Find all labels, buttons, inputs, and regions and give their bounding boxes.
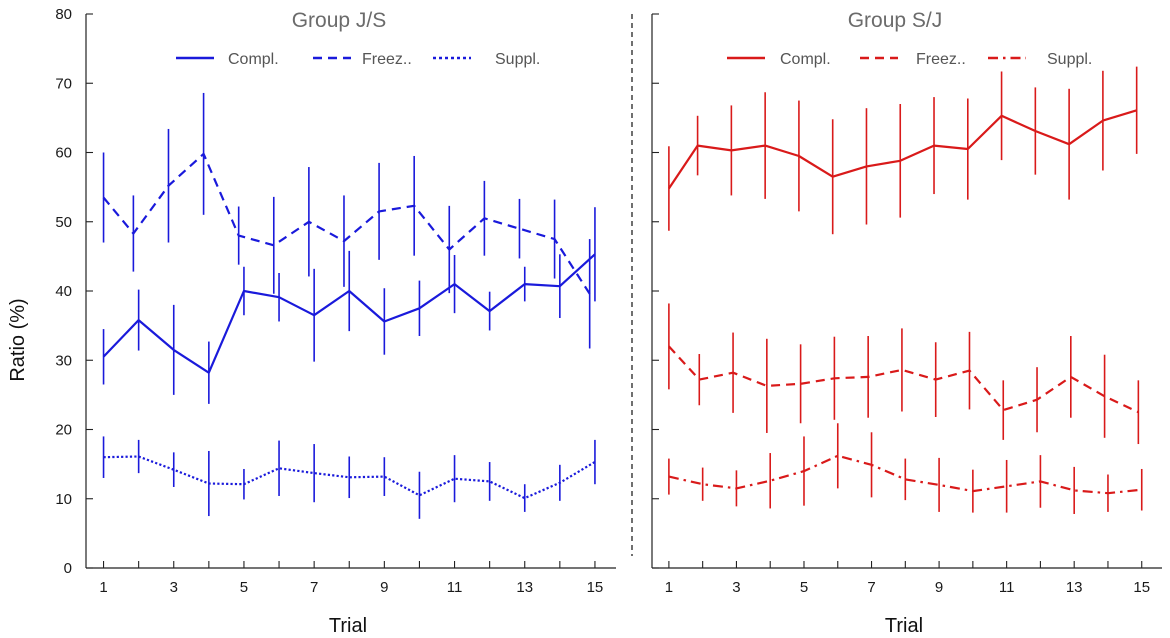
series-compl (667, 66, 1138, 235)
panel-title: Group J/S (292, 9, 387, 32)
series-line (102, 152, 591, 295)
x-axis-label: Trial (329, 615, 367, 637)
legend-label: Compl. (228, 51, 279, 68)
y-tick-label: 40 (55, 283, 72, 300)
series-freez (668, 303, 1140, 445)
x-tick-label: 7 (867, 579, 875, 596)
x-tick-label: 15 (587, 579, 604, 596)
y-tick-label: 80 (55, 6, 72, 23)
series-line (668, 345, 1139, 414)
x-tick-label: 15 (1133, 579, 1150, 596)
series-suppl (668, 423, 1143, 514)
x-tick-label: 9 (380, 579, 388, 596)
legend-label: Freez.. (916, 51, 966, 68)
x-tick-label: 11 (999, 579, 1015, 596)
x-tick-label: 5 (800, 579, 808, 596)
y-tick-label: 60 (55, 145, 72, 162)
legend-label: Compl. (780, 51, 831, 68)
y-axis-label: Ratio (%) (7, 298, 29, 381)
x-tick-label: 7 (310, 579, 318, 596)
x-tick-label: 3 (170, 579, 178, 596)
x-tick-label: 1 (99, 579, 107, 596)
series-line (668, 454, 1142, 495)
series-line (667, 109, 1138, 190)
x-tick-label: 11 (447, 579, 463, 596)
series-line (103, 455, 596, 500)
x-tick-label: 3 (732, 579, 740, 596)
panel-title: Group S/J (848, 9, 943, 32)
y-tick-label: 30 (55, 352, 72, 369)
x-axis-label: Trial (885, 615, 923, 637)
y-tick-label: 20 (55, 422, 72, 439)
y-tick-label: 0 (64, 560, 72, 577)
x-tick-label: 9 (935, 579, 943, 596)
legend-label: Suppl. (495, 51, 540, 68)
x-tick-label: 13 (1066, 579, 1083, 596)
x-tick-label: 1 (665, 579, 673, 596)
series-line (102, 253, 596, 374)
x-tick-label: 13 (516, 579, 533, 596)
y-tick-label: 10 (55, 491, 72, 508)
legend-label: Suppl. (1047, 51, 1092, 68)
series-compl (102, 207, 596, 404)
x-tick-label: 5 (240, 579, 248, 596)
y-tick-label: 50 (55, 214, 72, 231)
legend-label: Freez.. (362, 51, 412, 68)
series-freez (102, 92, 591, 349)
series-suppl (102, 436, 596, 519)
y-tick-label: 70 (55, 75, 72, 92)
